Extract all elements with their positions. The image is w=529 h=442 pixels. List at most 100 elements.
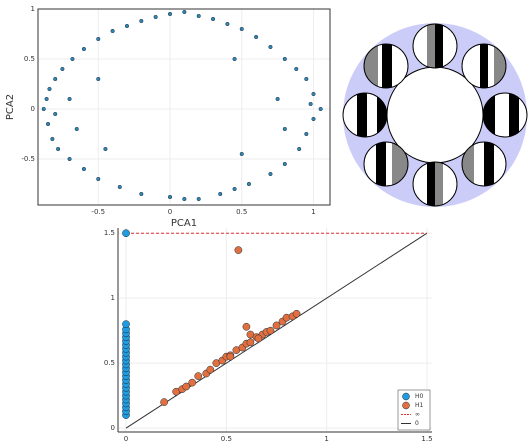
point bbox=[48, 87, 52, 91]
point bbox=[243, 323, 250, 330]
point bbox=[61, 67, 65, 71]
point bbox=[247, 182, 251, 186]
point bbox=[96, 177, 100, 181]
y-tick-label: 1.5 bbox=[104, 229, 115, 237]
x-tick-label: 0.5 bbox=[236, 208, 247, 216]
stripe-disc bbox=[462, 142, 506, 186]
point bbox=[45, 97, 49, 101]
point bbox=[319, 107, 323, 111]
y-tick-label: 0 bbox=[111, 424, 115, 432]
point bbox=[293, 310, 300, 317]
point bbox=[125, 24, 129, 28]
point bbox=[68, 97, 72, 101]
point bbox=[122, 230, 129, 237]
point bbox=[82, 47, 86, 51]
y-axis-label: PCA2 bbox=[5, 94, 16, 120]
point bbox=[168, 195, 172, 199]
point bbox=[161, 399, 168, 406]
x-tick-label: -0.5 bbox=[91, 208, 105, 216]
y-tick-label: 0 bbox=[31, 105, 35, 113]
point bbox=[312, 92, 316, 96]
point bbox=[46, 122, 50, 126]
point bbox=[240, 27, 244, 31]
point bbox=[233, 57, 237, 61]
point bbox=[211, 17, 215, 21]
point bbox=[189, 379, 196, 386]
figure: -0.5 0 0.5 1 -0.5 0 0.5 1 PCA1 PCA2 0 0.5 1 1.5 0 0.5 1 1… bbox=[0, 0, 529, 442]
point bbox=[305, 132, 309, 136]
x-tick-label: 0.5 bbox=[221, 435, 232, 442]
y-tick-label: 1 bbox=[31, 5, 35, 13]
point bbox=[104, 147, 108, 151]
stripe-disc bbox=[364, 44, 408, 88]
point bbox=[235, 246, 242, 253]
y-tick-label: 0.5 bbox=[104, 359, 115, 367]
point bbox=[312, 117, 316, 121]
point bbox=[140, 192, 144, 196]
point bbox=[255, 335, 262, 342]
plot-frame bbox=[38, 9, 330, 205]
x-tick-label: 1 bbox=[324, 435, 328, 442]
point bbox=[294, 67, 298, 71]
point bbox=[218, 192, 222, 196]
point bbox=[51, 137, 55, 141]
point bbox=[276, 97, 280, 101]
point bbox=[195, 373, 202, 380]
point bbox=[269, 45, 273, 49]
point bbox=[82, 167, 86, 171]
legend-label: ∞ bbox=[415, 411, 420, 418]
legend-swatch bbox=[403, 402, 410, 409]
point bbox=[283, 57, 287, 61]
stripe-disc bbox=[483, 93, 527, 137]
x-tick-label: 1 bbox=[311, 208, 315, 216]
point bbox=[183, 10, 187, 14]
x-axis-label: PCA1 bbox=[171, 218, 197, 229]
y-tick-label: 1 bbox=[111, 294, 115, 302]
x-tick-label: 1.5 bbox=[421, 435, 432, 442]
point bbox=[96, 37, 100, 41]
point bbox=[68, 157, 72, 161]
point bbox=[247, 339, 254, 346]
point bbox=[283, 162, 287, 166]
legend-label: H0 bbox=[415, 393, 424, 400]
x-tick-label: 0 bbox=[124, 435, 128, 442]
legend-label: H1 bbox=[415, 402, 424, 409]
stripe-disc bbox=[343, 93, 387, 137]
legend-label: 0 bbox=[415, 420, 419, 427]
point bbox=[283, 127, 287, 131]
point bbox=[71, 57, 75, 61]
point bbox=[297, 147, 301, 151]
point bbox=[207, 366, 214, 373]
point bbox=[267, 327, 274, 334]
point bbox=[269, 172, 273, 176]
reference-line bbox=[126, 233, 427, 428]
stripe-disc bbox=[413, 162, 457, 206]
x-tick-label: 0 bbox=[168, 208, 172, 216]
point bbox=[197, 197, 201, 201]
point bbox=[305, 77, 309, 81]
point bbox=[309, 102, 313, 106]
point bbox=[96, 77, 100, 81]
y-tick-label: 0.5 bbox=[24, 55, 35, 63]
stripe-diagram bbox=[343, 23, 527, 207]
stripe-disc bbox=[364, 142, 408, 186]
point bbox=[227, 353, 234, 360]
point bbox=[42, 107, 46, 111]
point bbox=[111, 29, 115, 33]
stripe-disc bbox=[413, 24, 457, 68]
point bbox=[240, 152, 244, 156]
point bbox=[118, 185, 122, 189]
stripe-disc bbox=[462, 44, 506, 88]
legend-swatch bbox=[403, 393, 410, 400]
point bbox=[140, 19, 144, 23]
point bbox=[226, 22, 230, 26]
point bbox=[183, 197, 187, 201]
point bbox=[154, 15, 158, 19]
point bbox=[168, 12, 172, 16]
point bbox=[197, 14, 201, 18]
point bbox=[75, 127, 79, 131]
point bbox=[53, 77, 57, 81]
point bbox=[254, 35, 258, 39]
y-tick-label: -0.5 bbox=[21, 155, 35, 163]
point bbox=[122, 321, 129, 328]
